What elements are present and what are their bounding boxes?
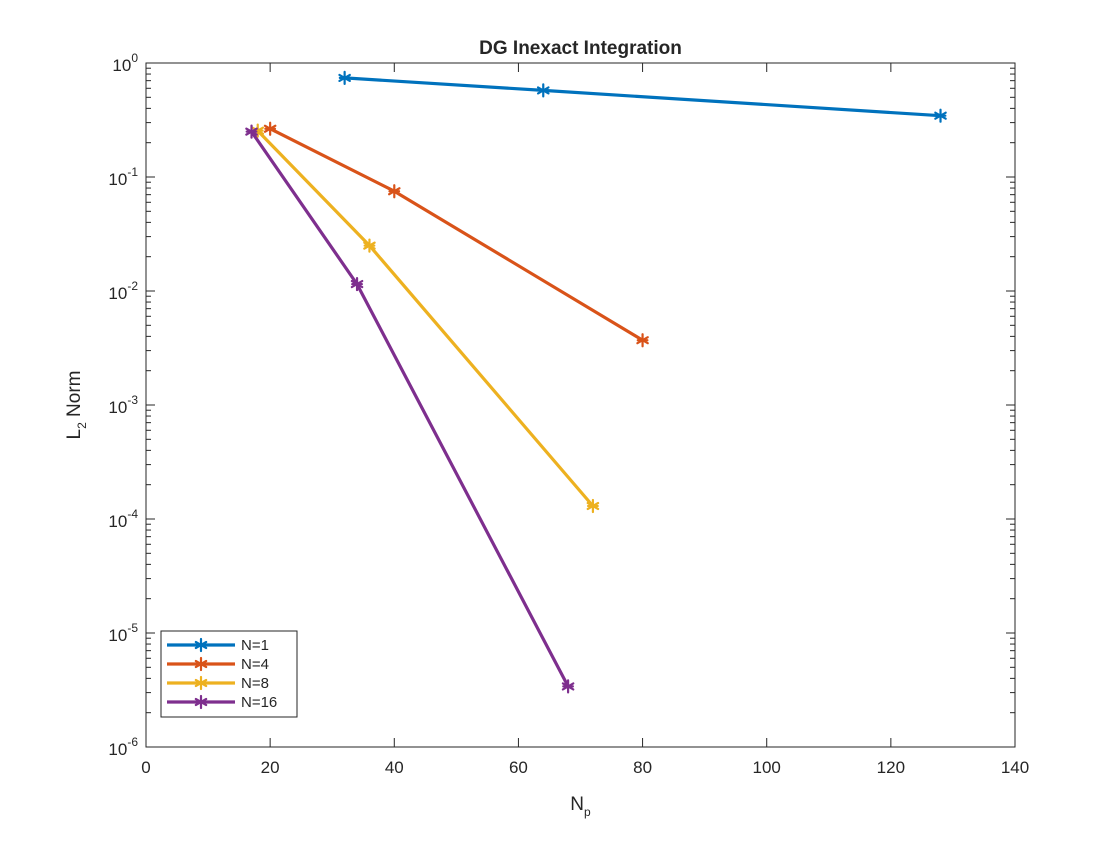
y-axis-label-sub: 2 [75,422,89,429]
data-point [934,108,947,123]
ticks-layer: 0 20 40 60 80 100 120 140 100 10-1 10-2 10-3 10-4 10-… [108,51,1029,777]
y-axis-label-rest: Norm [64,371,85,423]
y-tick-label: 10-5 [108,621,138,645]
x-axis-label-main: N [570,794,584,815]
legend-label: N=8 [241,675,269,692]
x-tick-label: 100 [753,758,781,777]
data-point [350,276,364,292]
chart-title: DG Inexact Integration [479,38,682,59]
legend-marker [194,656,208,672]
x-tick-label: 40 [385,758,404,777]
y-tick-label: 10-4 [108,507,138,531]
y-tick-label: 10-1 [108,165,138,189]
legend-marker [194,675,208,691]
data-point [263,121,277,136]
legend-label: N=4 [241,656,269,673]
data-point [338,70,351,86]
y-axis-label-main: L [64,429,85,440]
data-point [561,679,575,694]
data-point [363,238,376,253]
legend-label: N=16 [241,694,277,711]
data-point [387,184,401,199]
series-layer [245,70,947,694]
x-tick-label: 0 [141,758,150,777]
data-point [636,333,649,348]
x-axis-label: Np [570,794,591,819]
y-axis-label: L2 Norm [64,371,89,440]
data-point [586,498,600,514]
y-tick-label: 100 [112,51,138,75]
y-tick-label: 10-3 [108,393,138,417]
legend-label: N=1 [241,637,269,654]
legend: N=1 N=4 N=8 N=16 [160,630,298,718]
legend-marker [194,637,208,653]
legend-marker [194,694,208,710]
x-axis-label-sub: p [584,805,591,819]
x-tick-label: 60 [509,758,528,777]
y-tick-label: 10-2 [108,279,138,303]
x-tick-label: 20 [261,758,280,777]
data-point [536,83,550,98]
x-tick-label: 140 [1001,758,1029,777]
x-tick-label: 120 [877,758,905,777]
data-point [245,124,258,139]
y-tick-label: 10-6 [108,735,138,759]
plot-frame [145,62,1016,748]
x-tick-label: 80 [633,758,652,777]
